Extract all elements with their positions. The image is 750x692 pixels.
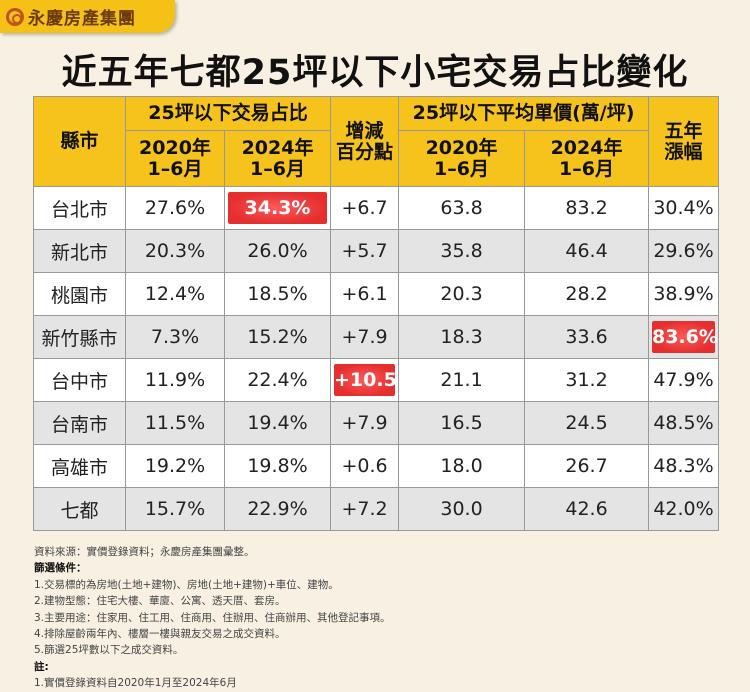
note-title: 註: — [34, 660, 49, 673]
cell-s2020: 7.3% — [125, 315, 225, 359]
note-item: 1.實價登錄資料自2020年1月至2024年6月 — [34, 677, 237, 690]
header-price-group: 25坪以下平均單價(萬/坪) — [398, 96, 650, 131]
cell-s2020: 15.7% — [125, 487, 225, 531]
cell-city: 台北市 — [33, 186, 126, 230]
cell-p2020: 20.3 — [398, 272, 526, 316]
header-change: 增減 百分點 — [330, 96, 400, 187]
header-growth: 五年 漲幅 — [648, 96, 720, 187]
data-table: 縣市 25坪以下交易占比 增減 百分點 25坪以下平均單價(萬/坪) 五年 漲幅 2… — [33, 96, 720, 531]
source-note: 資料來源：實價登錄資料；永慶房產集團彙整。 — [34, 546, 255, 558]
cell-s2024: 22.4% — [223, 358, 332, 402]
table-row: 七都 15.7% 22.9% +7.2 30.0 42.6 42.0% — [33, 487, 720, 531]
criteria-item: 2.建物型態：住宅大樓、華廈、公寓、透天厝、套房。 — [34, 595, 286, 608]
cell-growth: 30.4% — [648, 186, 720, 230]
cell-s2024: 19.4% — [223, 401, 332, 445]
cell-s2024: 19.8% — [223, 444, 332, 488]
highlight-value: +10.5 — [334, 364, 397, 396]
header-price-2024: 2024年 1–6月 — [524, 130, 650, 187]
cell-s2024: 15.2% — [223, 315, 332, 359]
criteria-item: 3.主要用途：住家用、住工用、住商用、住辦用、住商辦用、其他登記事項。 — [34, 611, 391, 624]
cell-change: +0.6 — [330, 444, 400, 488]
cell-p2020: 18.0 — [398, 444, 526, 488]
cell-s2024: 26.0% — [223, 229, 332, 273]
criteria-item: 1.交易標的為房地(土地+建物)、房地(土地+建物)+車位、建物。 — [34, 578, 339, 591]
highlight-value: 34.3% — [228, 192, 328, 224]
cell-s2024: 18.5% — [223, 272, 332, 316]
footnotes: 資料來源：實價登錄資料；永慶房產集團彙整。 篩選條件： 1.交易標的為房地(土地… — [34, 544, 391, 692]
table-row: 台南市 11.5% 19.4% +7.9 16.5 24.5 48.5% — [33, 401, 720, 445]
cell-city: 桃園市 — [33, 272, 126, 316]
cell-city: 高雄市 — [33, 444, 126, 488]
cell-s2020: 19.2% — [125, 444, 225, 488]
cell-s2020: 27.6% — [125, 186, 225, 230]
cell-p2024: 83.2 — [524, 186, 650, 230]
criteria-title: 篩選條件： — [34, 562, 87, 575]
cell-change: +7.9 — [330, 401, 400, 445]
table-row: 台中市 11.9% 22.4% +10.5 21.1 31.2 47.9% — [33, 358, 720, 402]
cell-p2020: 16.5 — [398, 401, 526, 445]
cell-p2024: 31.2 — [524, 358, 650, 402]
logo-icon — [6, 7, 24, 26]
criteria-item: 4.排除屋齡兩年內、樓層一樓與親友交易之成交資料。 — [34, 628, 286, 641]
cell-growth: 42.0% — [648, 487, 720, 531]
cell-city: 七都 — [33, 487, 126, 531]
header-city: 縣市 — [33, 96, 126, 187]
cell-p2020: 35.8 — [398, 229, 526, 273]
cell-growth: 47.9% — [648, 358, 720, 402]
cell-change: +7.2 — [330, 487, 400, 531]
cell-s2024: 34.3% — [223, 186, 332, 230]
cell-s2020: 11.9% — [125, 358, 225, 402]
cell-s2020: 11.5% — [125, 401, 225, 445]
page-title: 近五年七都25坪以下小宅交易占比變化 — [61, 53, 689, 93]
criteria-item: 5.篩選25坪數以下之成交資料。 — [34, 644, 184, 657]
cell-p2024: 46.4 — [524, 229, 650, 273]
cell-p2024: 42.6 — [524, 487, 650, 531]
logo-text: 永慶房產集團 — [28, 9, 136, 29]
cell-city: 台南市 — [33, 401, 126, 445]
cell-s2024: 22.9% — [223, 487, 332, 531]
cell-change: +6.7 — [330, 186, 400, 230]
cell-growth: 83.6% — [648, 315, 720, 359]
table-row: 台北市 27.6% 34.3% +6.7 63.8 83.2 30.4% — [33, 186, 720, 230]
cell-p2020: 21.1 — [398, 358, 526, 402]
table-row: 高雄市 19.2% 19.8% +0.6 18.0 26.7 48.3% — [33, 444, 720, 488]
cell-p2024: 24.5 — [524, 401, 650, 445]
header-share-2020: 2020年 1–6月 — [125, 130, 225, 187]
cell-change: +10.5 — [330, 358, 400, 402]
cell-city: 台中市 — [33, 358, 126, 402]
cell-change: +5.7 — [330, 229, 400, 273]
cell-growth: 38.9% — [648, 272, 720, 316]
cell-growth: 48.5% — [648, 401, 720, 445]
logo: 永慶房產集團 — [0, 0, 175, 33]
header-price-2020: 2020年 1–6月 — [398, 130, 526, 187]
table-row: 新北市 20.3% 26.0% +5.7 35.8 46.4 29.6% — [33, 229, 720, 273]
cell-change: +7.9 — [330, 315, 400, 359]
cell-growth: 48.3% — [648, 444, 720, 488]
table-row: 桃園市 12.4% 18.5% +6.1 20.3 28.2 38.9% — [33, 272, 720, 316]
cell-p2020: 30.0 — [398, 487, 526, 531]
header-share-2024: 2024年 1–6月 — [223, 130, 332, 187]
header-share-group: 25坪以下交易占比 — [124, 96, 332, 131]
cell-p2020: 18.3 — [398, 315, 526, 359]
table-row: 新竹縣市 7.3% 15.2% +7.9 18.3 33.6 83.6% — [33, 315, 720, 359]
cell-s2020: 12.4% — [125, 272, 225, 316]
cell-p2024: 28.2 — [524, 272, 650, 316]
cell-city: 新北市 — [33, 229, 126, 273]
cell-p2024: 33.6 — [524, 315, 650, 359]
cell-s2020: 20.3% — [125, 229, 225, 273]
highlight-value: 83.6% — [652, 321, 718, 353]
cell-growth: 29.6% — [648, 229, 720, 273]
cell-change: +6.1 — [330, 272, 400, 316]
cell-p2024: 26.7 — [524, 444, 650, 488]
cell-p2020: 63.8 — [398, 186, 526, 230]
cell-city: 新竹縣市 — [33, 315, 126, 359]
